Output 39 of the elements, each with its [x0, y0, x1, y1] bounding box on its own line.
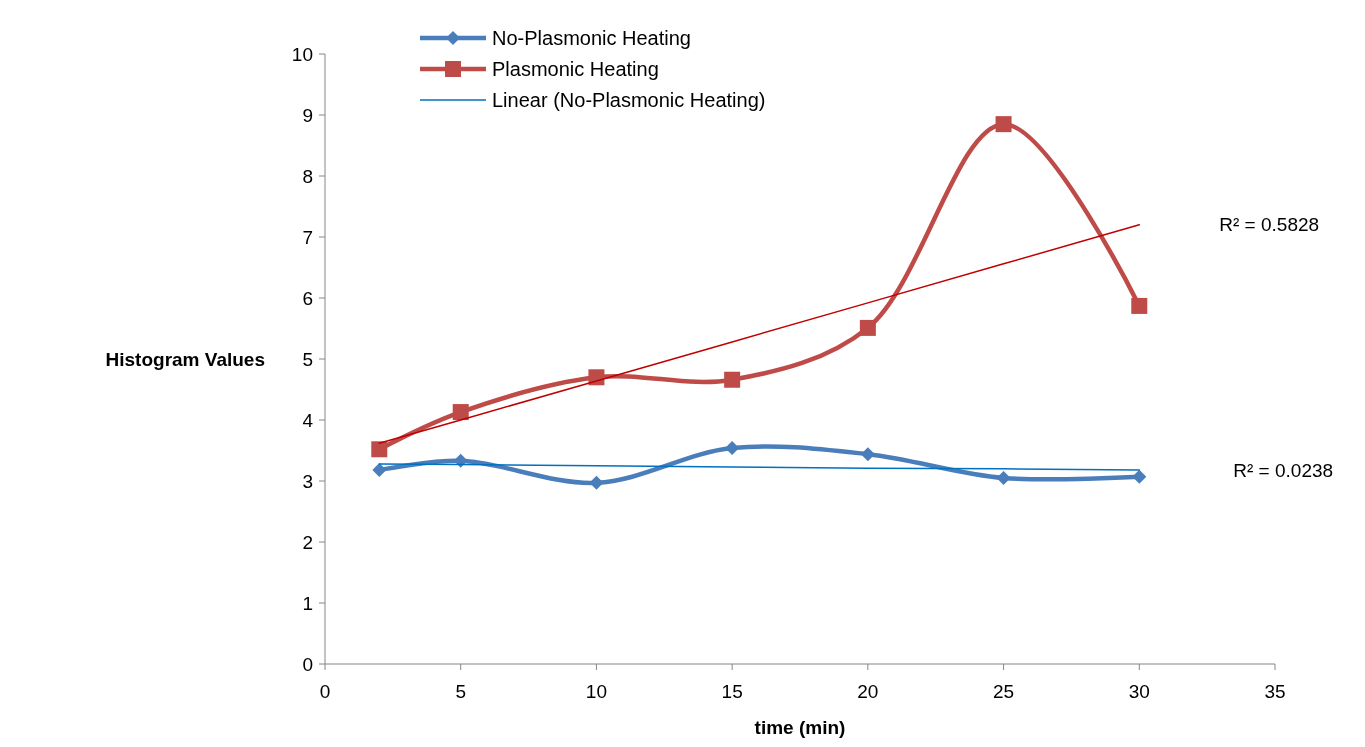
x-axis-title: time (min)	[754, 717, 846, 738]
x-tick-label: 0	[319, 681, 331, 702]
point	[859, 319, 876, 336]
annotation: R² = 0.5828	[1219, 214, 1320, 236]
point	[724, 371, 741, 388]
annotation: R² = 0.0238	[1233, 459, 1334, 481]
x-tick-label: 10	[585, 681, 607, 702]
point	[725, 441, 740, 456]
point	[860, 447, 875, 462]
legend-label: Linear (No-Plasmonic Heating)	[492, 89, 766, 111]
y-tick-label: 5	[302, 348, 313, 370]
x-tick-label: 5	[455, 681, 466, 702]
legend-label: No-Plasmonic Heating	[492, 27, 691, 49]
y-tick-label: 1	[302, 592, 313, 614]
x-tick-label: 20	[857, 681, 879, 702]
point	[1132, 469, 1147, 484]
x-tick-label: 15	[721, 681, 743, 702]
point	[996, 470, 1011, 485]
y-tick-label: 3	[302, 470, 313, 492]
y-tick-label: 6	[302, 287, 313, 309]
point	[589, 475, 604, 490]
x-tick-label: 30	[1128, 681, 1150, 702]
y-tick-label: 10	[291, 43, 313, 65]
y-tick-label: 2	[302, 531, 313, 553]
point	[453, 453, 468, 468]
x-tick-label: 25	[993, 681, 1015, 702]
y-tick-label: 8	[302, 165, 313, 187]
y-tick-label: 7	[302, 226, 313, 248]
point	[371, 441, 388, 458]
point	[995, 116, 1012, 133]
legend-label: Plasmonic Heating	[492, 58, 659, 80]
y-tick-label: 9	[302, 104, 313, 126]
y-tick-label: 4	[302, 409, 314, 431]
point	[452, 404, 469, 421]
y-axis-title: Histogram Values	[105, 348, 265, 370]
point	[372, 463, 387, 478]
x-tick-label: 35	[1264, 681, 1286, 702]
point	[1131, 297, 1148, 314]
y-tick-label: 0	[302, 653, 313, 675]
